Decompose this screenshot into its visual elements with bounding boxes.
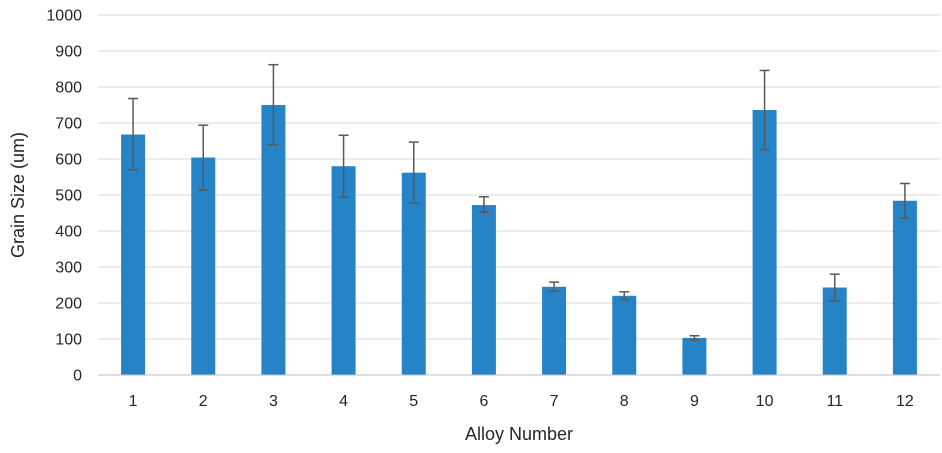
bar bbox=[682, 337, 707, 375]
x-tick-label: 8 bbox=[620, 393, 629, 410]
error-bar bbox=[759, 69, 770, 151]
y-tick-label: 600 bbox=[55, 152, 82, 169]
gridlines bbox=[98, 14, 940, 340]
y-tick-label: 900 bbox=[55, 44, 82, 61]
bar bbox=[822, 287, 847, 375]
error-bar bbox=[619, 291, 630, 301]
error-bar bbox=[268, 63, 279, 146]
y-tick-label: 1000 bbox=[46, 8, 82, 25]
error-bar bbox=[478, 196, 489, 214]
x-tick-label: 10 bbox=[756, 393, 774, 410]
error-bar bbox=[829, 273, 840, 302]
error-bar bbox=[338, 134, 349, 198]
error-bar bbox=[128, 97, 139, 171]
bar bbox=[752, 110, 777, 375]
x-tick-label: 9 bbox=[690, 393, 699, 410]
bar bbox=[401, 172, 426, 375]
y-axis-title: Grain Size (um) bbox=[8, 132, 28, 258]
x-tick-label: 1 bbox=[129, 393, 138, 410]
y-tick-label: 500 bbox=[55, 188, 82, 205]
error-bar bbox=[408, 141, 419, 204]
bars bbox=[121, 105, 917, 375]
bar bbox=[191, 157, 216, 375]
bar bbox=[121, 134, 146, 375]
x-axis-title: Alloy Number bbox=[465, 424, 573, 444]
y-tick-label: 200 bbox=[55, 296, 82, 313]
x-tick-label: 3 bbox=[269, 393, 278, 410]
y-tick-label: 100 bbox=[55, 332, 82, 349]
bar bbox=[892, 200, 917, 375]
y-tick-label: 400 bbox=[55, 224, 82, 241]
bar bbox=[261, 105, 286, 375]
y-tick-label: 300 bbox=[55, 260, 82, 277]
x-tick-label: 5 bbox=[409, 393, 418, 410]
y-tick-label: 800 bbox=[55, 80, 82, 97]
bar bbox=[612, 295, 637, 375]
x-tick-label: 11 bbox=[826, 393, 843, 410]
x-tick-label: 12 bbox=[896, 393, 914, 410]
y-tick-label: 700 bbox=[55, 116, 82, 133]
error-bar bbox=[689, 335, 700, 341]
bar bbox=[331, 166, 356, 375]
y-axis-ticks: 0 100 200 300 400 500 600 700 800 900 1000 bbox=[46, 8, 82, 385]
error-bar bbox=[549, 281, 560, 292]
error-bars bbox=[128, 63, 910, 341]
bar bbox=[471, 205, 496, 375]
y-tick-label: 0 bbox=[73, 368, 82, 385]
x-tick-label: 2 bbox=[199, 393, 208, 410]
x-tick-label: 6 bbox=[479, 393, 488, 410]
bar bbox=[542, 286, 567, 375]
error-bar bbox=[899, 182, 910, 219]
x-tick-label: 7 bbox=[550, 393, 559, 410]
x-tick-label: 4 bbox=[339, 393, 348, 410]
x-axis-ticks: 1 2 3 4 5 6 7 8 9 10 11 12 bbox=[129, 393, 914, 410]
error-bar bbox=[198, 124, 209, 191]
